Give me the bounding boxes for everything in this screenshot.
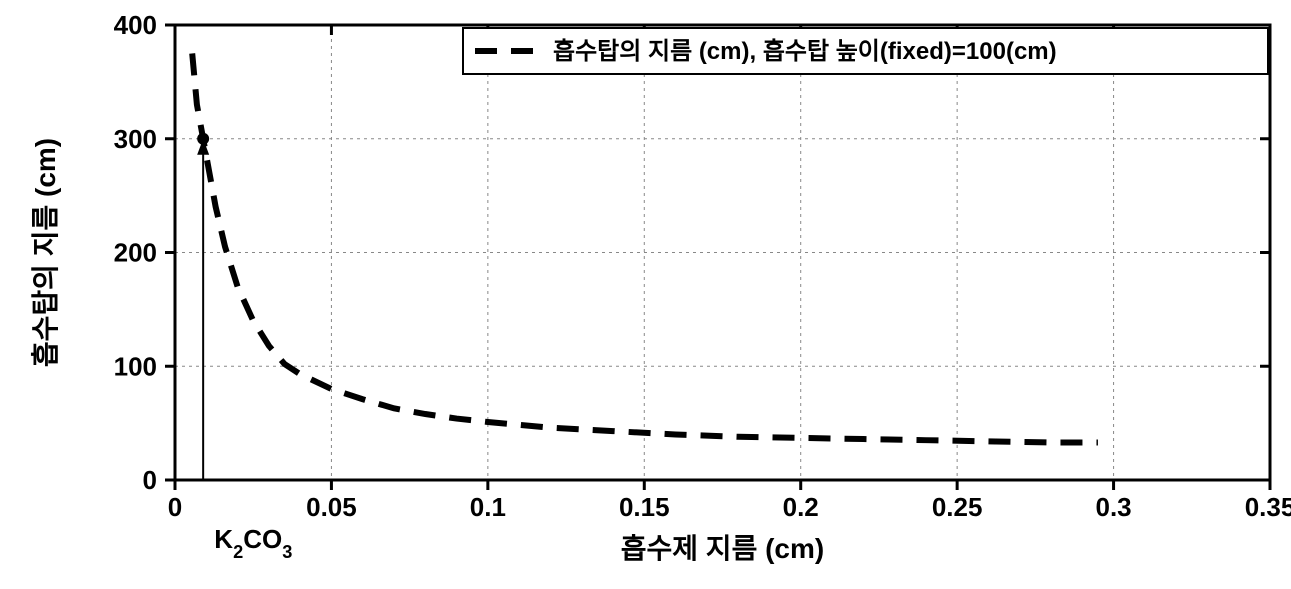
y-axis-label: 흡수탑의 지름 (cm) [30, 138, 61, 367]
x-tick-label: 0.15 [619, 492, 670, 522]
chart-svg: 0 0.05 0.1 0.15 0.2 0.25 0.3 0.35 0 100 200 300 400 흡… [0, 0, 1291, 589]
chart-container: 0 0.05 0.1 0.15 0.2 0.25 0.3 0.35 0 100 200 300 400 흡… [0, 0, 1291, 589]
x-tick-label: 0.1 [470, 492, 506, 522]
y-tick-label: 200 [114, 238, 157, 268]
x-tick-label: 0 [168, 492, 182, 522]
x-tick-label: 0.05 [306, 492, 357, 522]
y-tick-label: 400 [114, 10, 157, 40]
y-tick-label: 0 [143, 465, 157, 495]
x-tick-label: 0.2 [783, 492, 819, 522]
x-tick-label: 0.35 [1245, 492, 1291, 522]
y-tick-label: 100 [114, 351, 157, 381]
y-tick-label: 300 [114, 124, 157, 154]
x-axis-label: 흡수제 지름 (cm) [621, 533, 824, 564]
x-tick-label: 0.25 [932, 492, 983, 522]
x-tick-label: 0.3 [1095, 492, 1131, 522]
annotation-marker [197, 133, 209, 145]
legend-text: 흡수탑의 지름 (cm), 흡수탑 높이(fixed)=100(cm) [553, 38, 1057, 65]
